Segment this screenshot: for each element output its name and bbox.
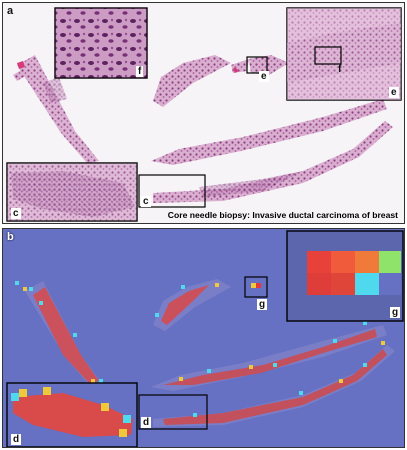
inset-f-label: f (136, 66, 144, 77)
panel-a-histology: a f e e f c c Core needle biopsy: Invasi… (2, 2, 405, 224)
histology-slide-image (6, 7, 402, 222)
region-d-label: d (141, 417, 152, 428)
inset-e-f-label: f (338, 64, 342, 75)
region-g-label: g (257, 299, 268, 310)
inset-c-label: c (11, 208, 21, 219)
region-e-box (246, 56, 268, 74)
panel-b-heatmap: b g g d d (2, 228, 405, 448)
inset-d-label: d (11, 434, 22, 445)
region-c-box (138, 174, 206, 208)
panel-b-label: b (7, 231, 14, 243)
inset-e-label: e (389, 87, 399, 98)
slide-caption: Core needle biopsy: Invasive ductal carc… (167, 210, 398, 220)
panel-a-label: a (7, 5, 14, 17)
heatmap-overlay-image (3, 229, 404, 447)
inset-f-zoom (54, 7, 148, 79)
region-g-box (244, 276, 268, 298)
region-c-label: c (141, 196, 151, 207)
region-e-label: e (259, 71, 269, 82)
inset-e-f-box (314, 46, 342, 65)
region-d-box (138, 394, 208, 430)
inset-g-label: g (390, 307, 401, 318)
